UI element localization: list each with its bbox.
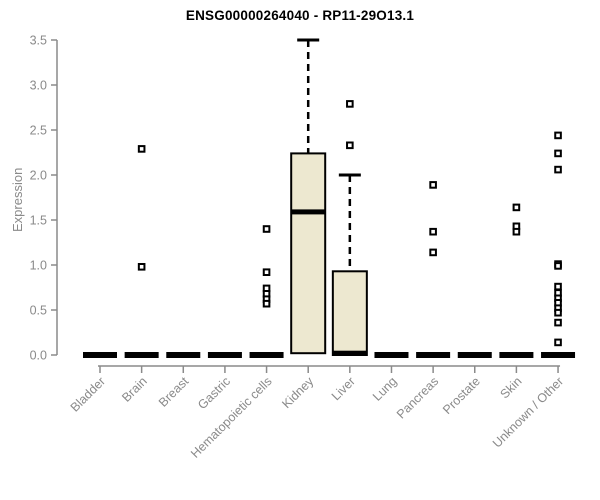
outlier-point <box>512 203 521 212</box>
collapsed-box <box>83 352 117 358</box>
x-tick-label: Unknown / Other <box>490 374 566 450</box>
outlier-point <box>554 149 562 158</box>
median-line <box>332 350 367 356</box>
x-tick-label: Liver <box>329 374 358 403</box>
y-tick-label: 0.5 <box>30 304 47 318</box>
x-tick-label: Pancreas <box>394 374 441 421</box>
median-line <box>291 209 326 215</box>
outlier-point <box>429 181 437 189</box>
collapsed-box <box>457 352 492 358</box>
collapsed-box <box>124 352 159 358</box>
x-tick-label: Hematopoietic cells <box>188 374 275 461</box>
outlier-point <box>554 318 562 327</box>
outlier-point <box>429 248 437 257</box>
x-tick-label: Bladder <box>68 374 108 414</box>
collapsed-box <box>207 352 242 358</box>
y-tick-label: 1.0 <box>30 259 47 273</box>
collapsed-box <box>166 352 201 358</box>
y-tick-label: 1.5 <box>30 214 47 228</box>
chart-title: ENSG00000264040 - RP11-29O13.1 <box>185 8 415 23</box>
y-tick-label: 0.0 <box>30 349 47 363</box>
outlier-point <box>346 100 354 108</box>
x-tick-label: Lung <box>370 374 400 404</box>
x-tick-label: Skin <box>497 374 524 401</box>
collapsed-box <box>249 352 284 358</box>
y-tick-label: 2.5 <box>30 124 47 138</box>
outlier-point <box>554 282 562 291</box>
outlier-point <box>554 131 562 140</box>
box <box>290 152 327 355</box>
outlier-point <box>262 225 271 233</box>
x-tick-label: Gastric <box>195 374 233 412</box>
x-tick-label: Prostate <box>440 374 483 417</box>
x-tick-label: Breast <box>156 374 192 410</box>
outlier-point <box>554 338 562 347</box>
y-tick-label: 3.0 <box>30 79 47 93</box>
outlier-point <box>346 141 354 150</box>
collapsed-box <box>416 352 451 358</box>
collapsed-box <box>541 352 576 358</box>
outlier-point <box>554 308 562 317</box>
outlier-point <box>554 165 562 174</box>
box <box>331 270 368 356</box>
x-tick-label: Brain <box>119 374 150 405</box>
outlier-point <box>137 263 146 271</box>
y-tick-label: 2.0 <box>30 169 47 183</box>
outlier-point <box>429 227 437 236</box>
collapsed-box <box>499 352 534 358</box>
outlier-point <box>137 145 146 153</box>
outlier-point <box>262 268 271 276</box>
outlier-point <box>512 227 521 236</box>
y-tick-label: 3.5 <box>30 34 47 48</box>
outlier-point <box>554 262 562 270</box>
collapsed-box <box>374 352 409 358</box>
outlier-point <box>262 299 271 308</box>
x-tick-label: Kidney <box>279 374 316 411</box>
